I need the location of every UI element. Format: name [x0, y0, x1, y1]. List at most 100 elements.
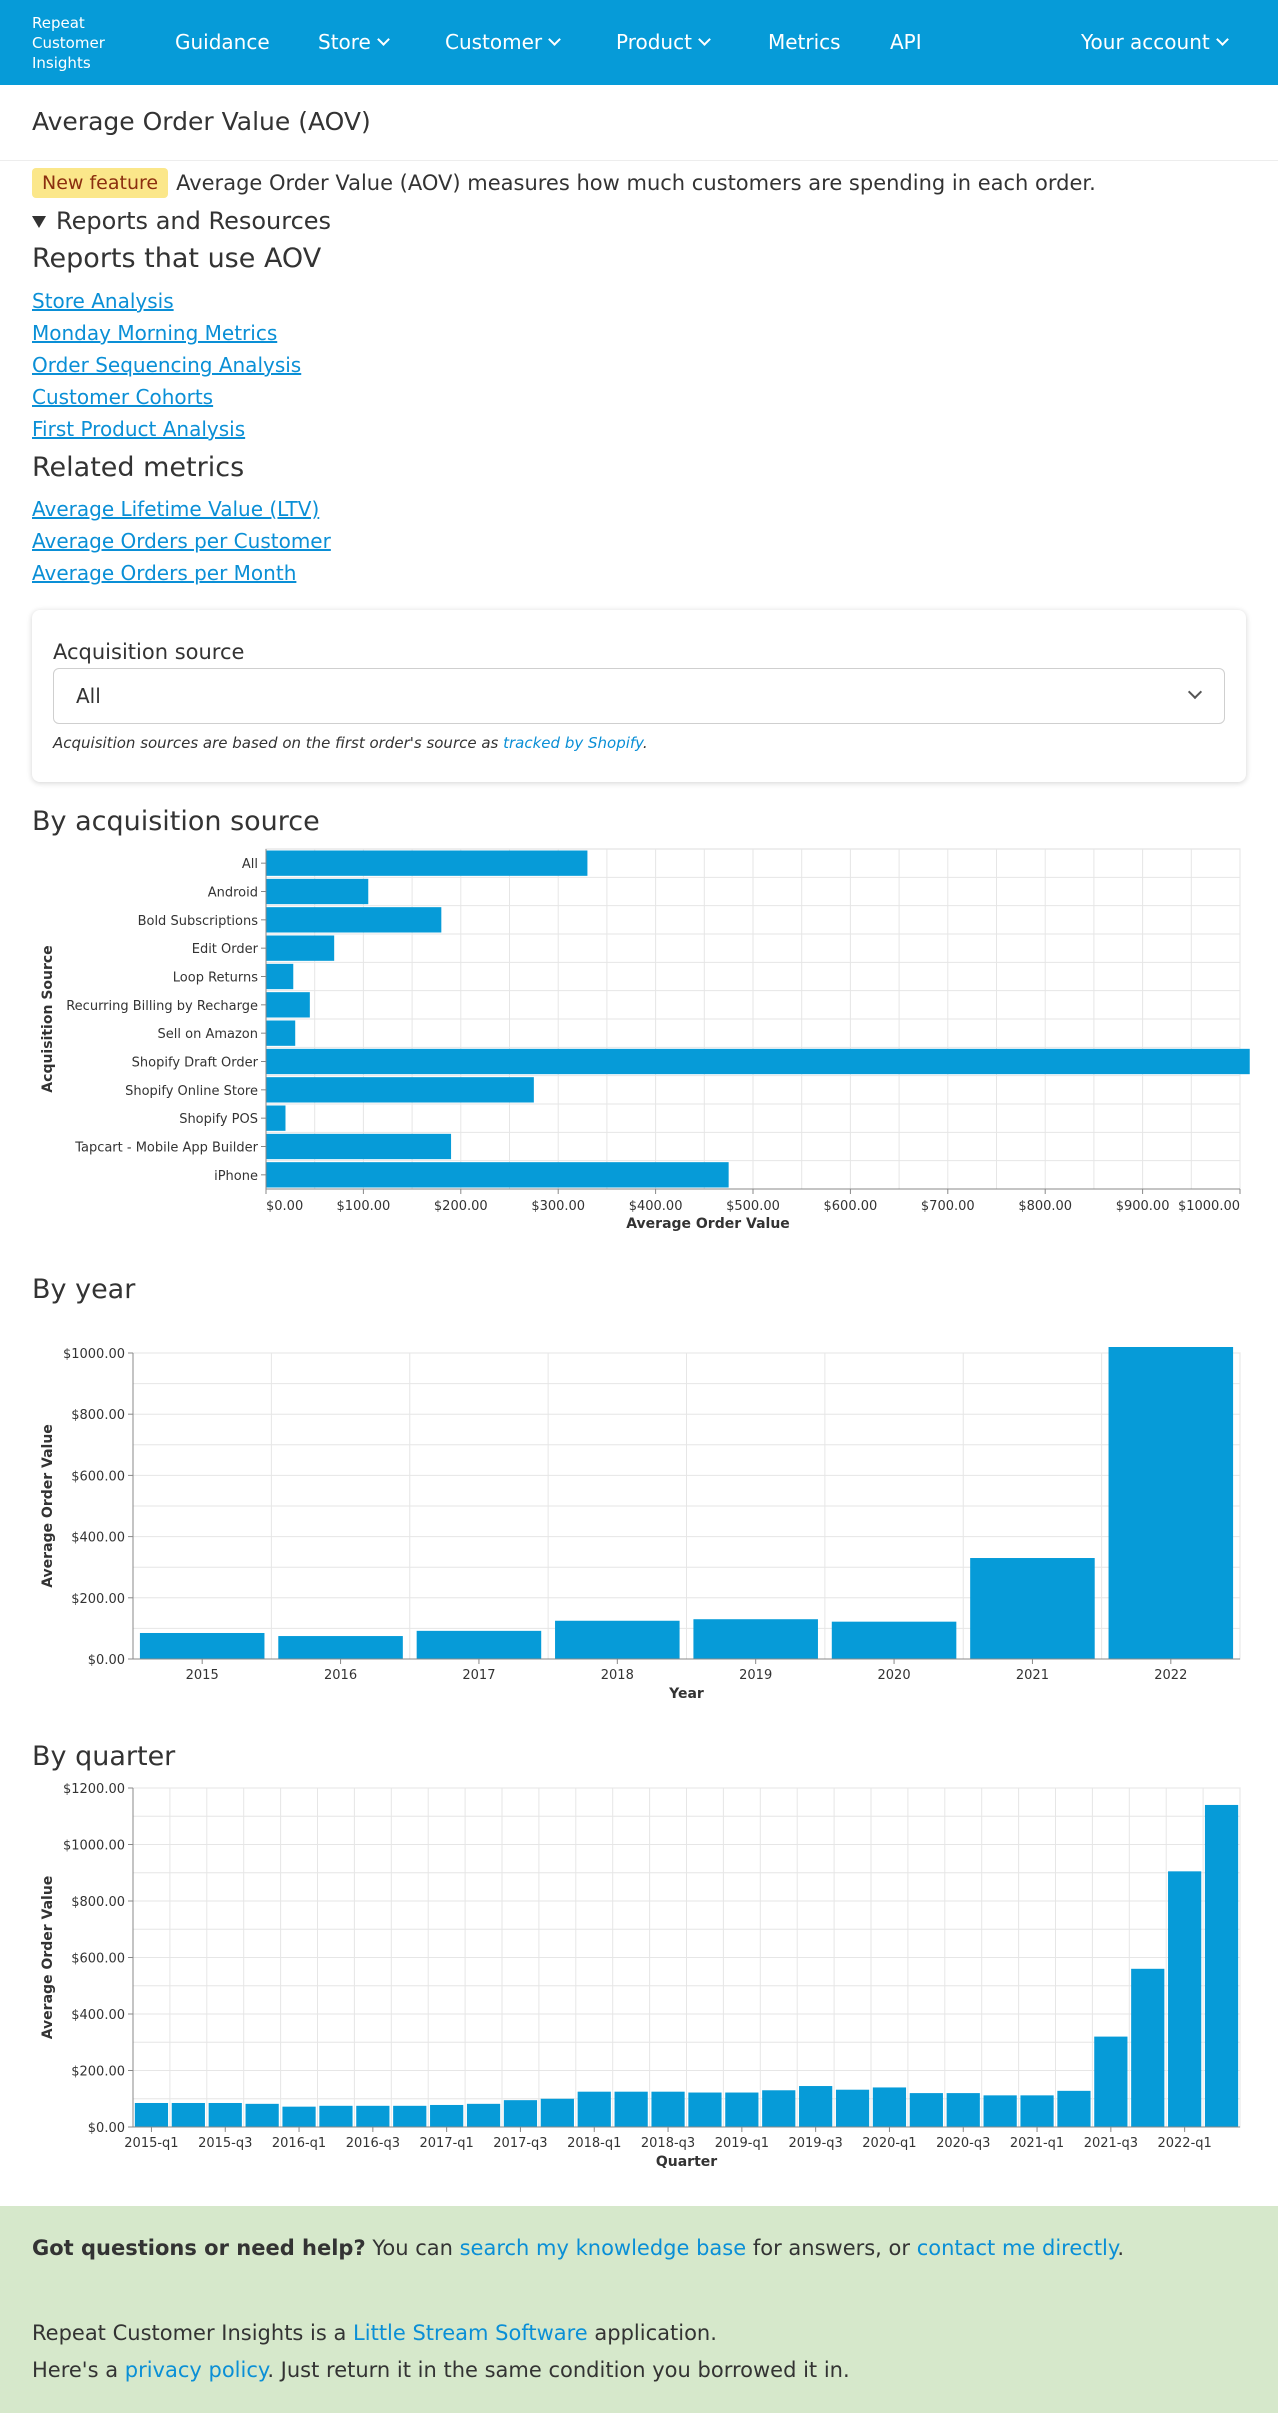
little-stream-link[interactable]: Little Stream Software: [353, 2321, 588, 2345]
bar: [946, 2093, 980, 2127]
x-tick-label: $600.00: [824, 1199, 878, 1214]
related-metric-link[interactable]: Average Orders per Customer: [32, 529, 331, 553]
bar: [245, 2103, 279, 2127]
x-tick-label: $300.00: [531, 1199, 585, 1214]
related-metric-link[interactable]: Average Lifetime Value (LTV): [32, 497, 320, 521]
report-link[interactable]: First Product Analysis: [32, 417, 246, 441]
x-tick-label: $400.00: [629, 1199, 683, 1214]
bar: [393, 2105, 427, 2127]
report-link[interactable]: Order Sequencing Analysis: [32, 353, 302, 377]
x-tick-label: 2020: [878, 1668, 911, 1683]
footer-text: . Just return it in the same condition y…: [267, 2358, 850, 2382]
intro-text: New feature Average Order Value (AOV) me…: [32, 168, 1096, 198]
bar: [651, 2091, 685, 2127]
page-header: Average Order Value (AOV): [0, 85, 1278, 161]
acquisition-source-select[interactable]: All: [53, 668, 1225, 724]
brand-logo[interactable]: Repeat Customer Insights: [32, 14, 105, 72]
nav-customer[interactable]: Customer: [445, 30, 562, 54]
bar: [266, 878, 369, 905]
footer-text: .: [1117, 2236, 1125, 2260]
x-tick-label: 2020-q1: [862, 2136, 916, 2151]
footer-privacy: Here's a privacy policy. Just return it …: [32, 2358, 850, 2382]
related-metric-link[interactable]: Average Orders per Month: [32, 561, 297, 585]
nav-product[interactable]: Product: [616, 30, 711, 54]
category-label: Edit Order: [192, 942, 259, 957]
chevron-down-icon: [548, 32, 562, 46]
footer: Got questions or need help? You can sear…: [0, 2206, 1278, 2413]
tracked-by-shopify-link[interactable]: tracked by Shopify: [503, 734, 643, 752]
bar: [909, 2093, 943, 2127]
bar: [970, 1558, 1095, 1659]
y-tick-label: $1000.00: [63, 1839, 125, 1854]
bar: [540, 2098, 574, 2127]
footer-help-bold: Got questions or need help?: [32, 2236, 366, 2260]
disclosure-triangle-icon: [32, 216, 46, 228]
x-tick-label: 2020-q3: [936, 2136, 990, 2151]
y-tick-label: $400.00: [71, 2008, 125, 2023]
bar: [688, 2092, 722, 2127]
footer-text: You can: [365, 2236, 460, 2260]
x-tick-label: 2015-q1: [124, 2136, 178, 2151]
x-tick-label: 2021-q3: [1084, 2136, 1138, 2151]
note-end: .: [642, 734, 648, 752]
bar: [134, 2102, 169, 2127]
year-chart: $0.00 $200.00 $400.00 $600.00 $800.00 $1000.0…: [40, 1347, 1241, 1702]
footer-text: application.: [587, 2321, 717, 2345]
footer-app: Repeat Customer Insights is a Little Str…: [32, 2321, 717, 2345]
nav-api[interactable]: API: [890, 30, 922, 54]
x-tick-label: 2018: [601, 1668, 634, 1683]
category-label: Shopify Online Store: [125, 1084, 258, 1099]
x-tick-label: $100.00: [337, 1199, 391, 1214]
contact-link[interactable]: contact me directly: [916, 2236, 1118, 2260]
x-tick-label: 2017-q1: [419, 2136, 473, 2151]
report-link[interactable]: Store Analysis: [32, 289, 174, 313]
select-value: All: [76, 684, 101, 708]
nav-store[interactable]: Store: [318, 30, 390, 54]
bar: [1204, 1804, 1239, 2127]
bar: [266, 1077, 534, 1103]
bar: [319, 2105, 353, 2127]
y-axis-title: Acquisition Source: [40, 945, 56, 1092]
details-summary-label: Reports and Resources: [56, 207, 332, 235]
nav-guidance-label: Guidance: [175, 30, 270, 54]
footer-text: Here's a: [32, 2358, 125, 2382]
nav-account[interactable]: Your account: [1081, 30, 1229, 54]
knowledge-base-link[interactable]: search my knowledge base: [459, 2236, 747, 2260]
nav-metrics-label: Metrics: [768, 30, 841, 54]
acquisition-note: Acquisition sources are based on the fir…: [53, 734, 648, 752]
bar: [278, 1636, 403, 1659]
nav-metrics[interactable]: Metrics: [768, 30, 841, 54]
category-label: All: [242, 857, 258, 872]
chevron-down-icon: [377, 32, 390, 46]
nav-guidance[interactable]: Guidance: [175, 30, 270, 54]
report-link[interactable]: Customer Cohorts: [32, 385, 214, 409]
y-tick-label: $1000.00: [63, 1347, 125, 1362]
privacy-policy-link[interactable]: privacy policy: [124, 2358, 268, 2382]
x-tick-label: 2018-q1: [567, 2136, 621, 2151]
x-axis-title: Quarter: [656, 2154, 717, 2170]
bar: [1057, 2090, 1091, 2127]
chart-heading-acquisition: By acquisition source: [32, 806, 320, 837]
bar: [1108, 1347, 1234, 1659]
bar: [799, 2086, 833, 2127]
bar: [266, 992, 310, 1018]
acquisition-source-label: Acquisition source: [53, 640, 245, 664]
bar: [416, 1630, 542, 1659]
bar: [614, 2091, 648, 2127]
bar: [266, 907, 442, 933]
x-tick-label: 2019: [739, 1668, 772, 1683]
reports-resources-toggle[interactable]: Reports and Resources: [32, 207, 331, 235]
category-label: Android: [208, 886, 258, 901]
category-label: Recurring Billing by Recharge: [66, 999, 258, 1014]
bar: [266, 850, 588, 876]
bar: [555, 1620, 680, 1659]
y-tick-label: $600.00: [71, 1952, 125, 1967]
bar: [1131, 1968, 1165, 2127]
x-tick-label: 2022-q1: [1157, 2136, 1211, 2151]
report-link[interactable]: Monday Morning Metrics: [32, 321, 278, 345]
bar: [466, 2103, 501, 2127]
footer-help: Got questions or need help? You can sear…: [32, 2236, 1124, 2260]
bar: [430, 2104, 464, 2127]
bar: [577, 2091, 611, 2127]
x-tick-label: 2019-q1: [715, 2136, 769, 2151]
